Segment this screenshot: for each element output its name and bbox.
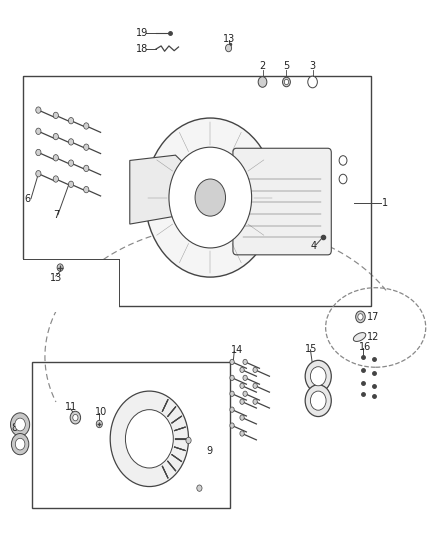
Circle shape (226, 44, 232, 52)
Circle shape (308, 76, 318, 88)
Circle shape (358, 314, 363, 320)
Circle shape (125, 410, 173, 468)
Circle shape (339, 156, 347, 165)
Text: 4: 4 (311, 241, 317, 252)
Circle shape (230, 375, 234, 381)
Circle shape (145, 118, 276, 277)
Text: 19: 19 (136, 28, 148, 38)
Text: 13: 13 (50, 273, 62, 283)
Circle shape (36, 128, 41, 134)
Circle shape (305, 360, 331, 392)
Circle shape (311, 367, 326, 386)
Text: 3: 3 (310, 61, 316, 71)
Circle shape (356, 311, 365, 322)
Circle shape (53, 176, 58, 182)
Circle shape (230, 359, 234, 365)
Circle shape (84, 165, 89, 172)
Circle shape (197, 485, 202, 491)
Circle shape (230, 407, 234, 413)
Circle shape (243, 375, 247, 381)
Text: 8: 8 (11, 423, 17, 433)
Text: 14: 14 (231, 345, 243, 356)
Circle shape (311, 391, 326, 410)
Text: 1: 1 (382, 198, 389, 208)
Circle shape (169, 147, 252, 248)
Circle shape (305, 385, 331, 417)
Circle shape (96, 420, 102, 427)
FancyBboxPatch shape (233, 148, 331, 255)
Circle shape (36, 171, 41, 177)
Circle shape (240, 399, 244, 405)
Text: 9: 9 (207, 446, 213, 456)
Circle shape (53, 112, 58, 118)
Circle shape (11, 413, 30, 436)
Circle shape (258, 77, 267, 87)
PathPatch shape (130, 155, 186, 224)
Circle shape (36, 107, 41, 114)
Text: 15: 15 (305, 344, 318, 354)
Text: 17: 17 (367, 312, 379, 322)
Circle shape (15, 418, 25, 431)
Text: 12: 12 (367, 332, 379, 342)
Text: 5: 5 (283, 61, 290, 71)
Circle shape (68, 117, 74, 124)
Circle shape (253, 383, 257, 389)
Text: 18: 18 (136, 44, 148, 54)
Circle shape (240, 383, 244, 389)
Bar (23, 76, 371, 306)
Circle shape (57, 264, 63, 271)
Circle shape (53, 155, 58, 161)
Circle shape (73, 415, 78, 421)
Circle shape (253, 399, 257, 405)
Circle shape (68, 160, 74, 166)
Text: 10: 10 (95, 407, 107, 417)
Text: 2: 2 (259, 61, 266, 71)
Text: 11: 11 (64, 402, 77, 412)
Bar (19, 259, 119, 312)
Text: 13: 13 (223, 34, 236, 44)
Circle shape (253, 367, 257, 373)
Circle shape (240, 431, 244, 436)
Circle shape (243, 359, 247, 365)
Circle shape (243, 391, 247, 397)
Circle shape (110, 391, 188, 487)
Circle shape (68, 139, 74, 145)
Text: 6: 6 (24, 193, 30, 204)
Circle shape (11, 433, 29, 455)
Circle shape (230, 423, 234, 428)
Circle shape (84, 187, 89, 193)
Circle shape (230, 391, 234, 397)
Text: 16: 16 (359, 342, 371, 352)
Circle shape (240, 367, 244, 373)
Circle shape (283, 77, 290, 87)
Circle shape (15, 438, 25, 450)
Circle shape (68, 181, 74, 188)
Circle shape (84, 123, 89, 129)
Circle shape (84, 144, 89, 150)
Ellipse shape (353, 333, 366, 342)
Bar (32, 362, 230, 508)
Circle shape (284, 79, 289, 85)
Circle shape (36, 149, 41, 156)
Circle shape (195, 179, 226, 216)
Circle shape (186, 437, 191, 443)
Circle shape (339, 174, 347, 184)
Text: 7: 7 (53, 209, 59, 220)
Circle shape (53, 133, 58, 140)
Circle shape (70, 411, 81, 424)
Circle shape (240, 415, 244, 420)
